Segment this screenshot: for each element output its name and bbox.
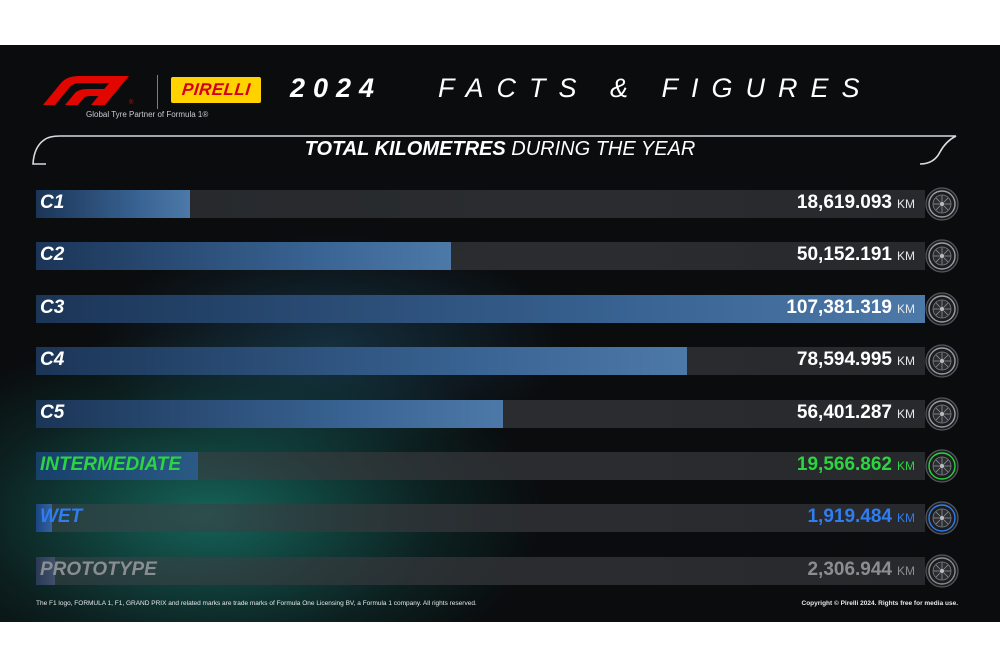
bar-row-wet: WET 1,919.484 KM [36,501,959,535]
f1-logo: F1 ® [43,76,134,105]
category-label: WET [40,506,83,527]
category-label: C2 [40,244,65,265]
value-label: 2,306.944 [807,559,892,580]
category-label: INTERMEDIATE [40,454,182,475]
bar-c2 [36,242,451,270]
bar-c4 [36,347,687,375]
value-label: 50,152.191 [796,244,892,265]
bar-row-c2: C2 50,152.191 KM [36,239,959,273]
bar-track [36,557,925,585]
logo-divider [157,75,158,109]
value-label: 1,919.484 [807,506,892,527]
category-label: C4 [40,349,65,370]
title-frame [32,135,957,165]
bar-row-c4: C4 78,594.995 KM [36,344,959,378]
tyre-icon [925,187,959,221]
bar-wet [36,504,52,532]
infographic-poster: F1 ® PIRELLI Global Tyre Partner of Form… [0,45,1000,622]
value-label: 56,401.287 [796,402,892,423]
tyre-icon [925,239,959,273]
tyre-icon [925,501,959,535]
svg-text:®: ® [129,99,134,105]
bar-track [36,504,925,532]
category-label: C1 [40,192,65,213]
unit-label: KM [897,197,915,211]
bar-row-intermediate: INTERMEDIATE 19,566.862 KM [36,449,959,483]
copyright-note: Copyright © Pirelli 2024. Rights free fo… [801,600,959,607]
unit-label: KM [897,511,915,525]
unit-label: KM [897,302,915,316]
year-heading: 2024 [290,73,383,103]
tagline: Global Tyre Partner of Formula 1® [86,110,209,119]
unit-label: KM [897,354,915,368]
bar-intermediate [36,452,198,480]
tyre-icon [925,292,959,326]
bar-c5 [36,400,503,428]
bar-row-c1: C1 18,619.093 KM [36,187,959,221]
value-label: 18,619.093 [796,192,892,213]
value-label: 107,381.319 [786,297,892,318]
bar-row-c3: C3 107,381.319 KM [36,292,959,326]
tyre-icon [925,449,959,483]
value-label: 19,566.862 [796,454,892,475]
bar-c1 [36,190,190,218]
bar-prototype [36,557,55,585]
chart-title-rest: DURING THE YEAR [505,138,696,160]
tyre-icon [925,344,959,378]
chart-title: TOTAL KILOMETRES DURING THE YEAR [0,138,1000,161]
chart-title-strong: TOTAL KILOMETRES [304,138,506,160]
unit-label: KM [897,564,915,578]
facts-figures-heading: FACTS & FIGURES [438,73,873,103]
tyre-icon [925,397,959,431]
tyre-icon [925,554,959,588]
pirelli-logo: PIRELLI [171,77,261,103]
category-label: C5 [40,402,65,423]
trademark-note: The F1 logo, FORMULA 1, F1, GRAND PRIX a… [36,600,477,607]
pirelli-wordmark: PIRELLI [180,80,252,99]
bar-row-c5: C5 56,401.287 KM [36,397,959,431]
category-label: PROTOTYPE [40,559,157,580]
unit-label: KM [897,459,915,473]
unit-label: KM [897,249,915,263]
bar-c3 [36,295,925,323]
value-label: 78,594.995 [796,349,892,370]
bar-row-prototype: PROTOTYPE 2,306.944 KM [36,554,959,588]
category-label: C3 [40,297,65,318]
unit-label: KM [897,407,915,421]
